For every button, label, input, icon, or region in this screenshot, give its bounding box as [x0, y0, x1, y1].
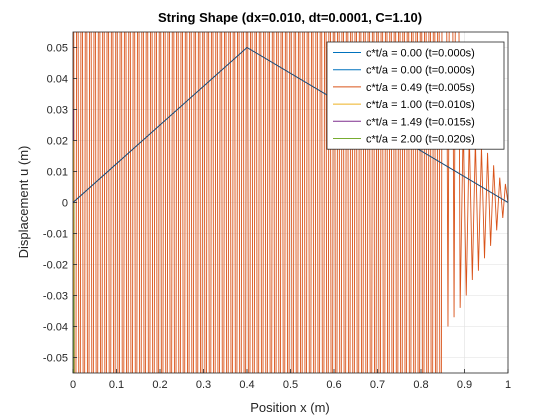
legend-box: [326, 41, 505, 150]
x-tick-label: 0: [70, 379, 76, 391]
chart-title: String Shape (dx=0.010, dt=0.0001, C=1.1…: [158, 10, 422, 25]
x-tick-label: 0.5: [283, 379, 298, 391]
y-tick-label: 0.05: [47, 43, 68, 55]
x-tick-label: 0.4: [239, 379, 254, 391]
legend-entry-label: c*t/a = 0.49 (t=0.005s): [366, 82, 475, 94]
legend-entry-label: c*t/a = 0.00 (t=0.000s): [366, 48, 475, 60]
x-axis-label: Position x (m): [250, 400, 329, 415]
y-tick-label: -0.02: [43, 260, 68, 272]
plot-area: [73, 32, 508, 373]
y-tick-label: -0.03: [43, 291, 68, 303]
legend-entry-label: c*t/a = 0.00 (t=0.000s): [366, 65, 475, 77]
legend: c*t/a = 0.00 (t=0.000s) c*t/a = 0.00 (t=0…: [326, 41, 505, 150]
x-tick-label: 0.8: [413, 379, 428, 391]
y-tick-label: 0.04: [47, 74, 68, 86]
y-tick-label: 0: [62, 198, 68, 210]
y-tick-label: 0.03: [47, 105, 68, 117]
x-tick-label: 0.1: [109, 379, 124, 391]
legend-entry-label: c*t/a = 1.49 (t=0.015s): [366, 116, 475, 128]
y-axis: -0.05 -0.04 -0.03 -0.02 -0.01 0 0.01 0.02 0.03 0.…: [43, 43, 77, 365]
legend-entry-label: c*t/a = 2.00 (t=0.020s): [366, 134, 475, 146]
y-tick-label: 0.01: [47, 167, 68, 179]
y-tick-label: -0.05: [43, 353, 68, 365]
y-tick-label: -0.04: [43, 322, 68, 334]
x-tick-label: 0.7: [370, 379, 385, 391]
x-tick-label: 0.6: [326, 379, 341, 391]
x-tick-label: 0.3: [196, 379, 211, 391]
y-axis-label: Displacement u (m): [16, 146, 31, 259]
x-tick-label: 0.2: [152, 379, 167, 391]
y-tick-label: 0.02: [47, 136, 68, 148]
x-tick-label: 1: [505, 379, 511, 391]
legend-entry-label: c*t/a = 1.00 (t=0.010s): [366, 99, 475, 111]
series-line-2: [73, 46, 508, 203]
x-tick-label: 0.9: [457, 379, 472, 391]
y-tick-label: -0.01: [43, 229, 68, 241]
x-axis: 0 0.1 0.2 0.3 0.4 0.5 0.6 0.7 0.8 0.9 1: [70, 369, 511, 391]
